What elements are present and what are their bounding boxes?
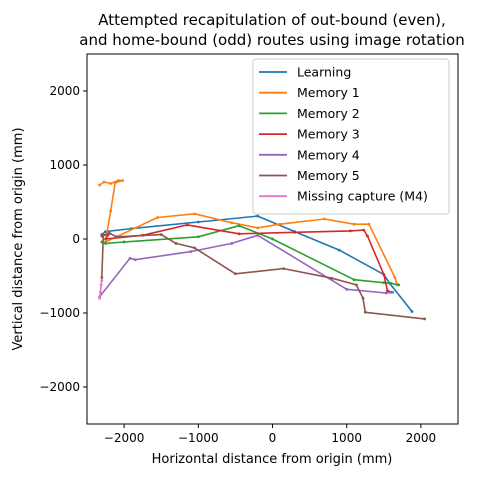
data-point-memory-1 xyxy=(230,221,234,225)
axes-frame xyxy=(86,53,459,425)
data-point-memory-1 xyxy=(156,216,159,219)
data-point-memory-3 xyxy=(382,273,386,276)
data-point-memory-5 xyxy=(101,233,105,237)
data-point-memory-5 xyxy=(193,246,196,250)
data-point-memory-5 xyxy=(330,276,334,280)
data-point-memory-5 xyxy=(100,276,104,279)
data-point-memory-3 xyxy=(104,237,107,241)
x-axis-label: Horizontal distance from origin (mm) xyxy=(152,452,393,467)
data-point-memory-4 xyxy=(230,242,234,245)
data-point-learning xyxy=(256,214,260,218)
data-point-memory-4 xyxy=(256,233,260,237)
x-tick-label: 1000 xyxy=(331,431,362,445)
x-tick-label: 2000 xyxy=(406,431,437,445)
data-point-memory-3 xyxy=(185,223,189,227)
data-point-memory-1 xyxy=(98,183,102,187)
data-point-memory-1 xyxy=(278,222,282,226)
x-tick-label: 0 xyxy=(269,431,277,445)
data-point-memory-2 xyxy=(397,283,401,287)
legend-label-memory-5: Memory 5 xyxy=(297,168,360,183)
data-point-missing-capture-m4 xyxy=(100,279,104,282)
data-lines xyxy=(98,179,427,321)
data-point-memory-2 xyxy=(389,282,393,285)
data-point-memory-2 xyxy=(352,278,356,282)
data-point-memory-4 xyxy=(391,290,395,294)
legend-box xyxy=(252,58,450,215)
data-point-missing-capture-m4 xyxy=(99,283,103,287)
data-point-memory-1 xyxy=(352,222,356,226)
data-point-memory-4 xyxy=(189,250,193,253)
data-point-memory-1 xyxy=(256,226,260,230)
y-tick-label: −1000 xyxy=(39,306,80,320)
y-tick-label: −2000 xyxy=(39,380,80,394)
data-point-memory-1 xyxy=(121,179,125,182)
data-point-memory-5 xyxy=(174,242,178,245)
data-point-memory-2 xyxy=(122,240,126,244)
series-line-learning xyxy=(101,215,413,312)
data-point-memory-1 xyxy=(116,179,120,182)
data-point-memory-2 xyxy=(196,235,200,239)
data-point-memory-3 xyxy=(349,229,352,233)
data-point-memory-5 xyxy=(159,233,163,236)
data-point-learning xyxy=(410,310,414,313)
legend-label-missing-capture-m4: Missing capture (M4) xyxy=(297,189,428,204)
series-line-memory-2 xyxy=(101,224,399,286)
chart-title-line1: Attempted recapitulation of out-bound (e… xyxy=(98,11,445,29)
data-point-memory-4 xyxy=(133,258,137,262)
data-point-memory-3 xyxy=(366,234,369,238)
data-point-memory-3 xyxy=(237,232,241,236)
data-point-memory-3 xyxy=(386,289,389,293)
data-point-memory-4 xyxy=(128,256,132,260)
series-line-missing-capture-m4 xyxy=(98,280,103,299)
data-point-memory-1 xyxy=(323,217,326,221)
data-point-memory-1 xyxy=(109,209,113,213)
data-point-missing-capture-m4 xyxy=(98,290,102,294)
data-point-memory-5 xyxy=(282,267,286,270)
data-point-memory-4 xyxy=(384,291,388,295)
y-tick-label: 0 xyxy=(72,232,80,246)
legend-label-learning: Learning xyxy=(297,65,351,80)
y-tick-label: 1000 xyxy=(49,158,80,172)
data-point-learning xyxy=(196,220,200,224)
data-point-memory-1 xyxy=(113,181,117,185)
data-point-learning xyxy=(337,248,341,252)
data-point-memory-1 xyxy=(109,182,113,185)
data-point-memory-1 xyxy=(367,222,371,226)
legend: Learning Memory 1 Memory 2 Memory 3 Memory 4… xyxy=(252,58,450,215)
x-tick-label: −2000 xyxy=(104,431,145,445)
data-point-memory-5 xyxy=(234,272,237,276)
data-point-memory-5 xyxy=(363,310,367,314)
data-point-memory-5 xyxy=(361,296,365,300)
legend-label-memory-3: Memory 3 xyxy=(297,127,360,142)
data-point-memory-1 xyxy=(102,180,106,184)
data-point-memory-1 xyxy=(193,212,196,216)
data-point-memory-2 xyxy=(237,224,241,228)
data-point-memory-3 xyxy=(293,230,297,234)
data-point-memory-2 xyxy=(382,281,386,285)
data-point-missing-capture-m4 xyxy=(98,296,102,300)
data-point-memory-5 xyxy=(107,231,111,235)
y-tick-label: 2000 xyxy=(49,84,80,98)
legend-label-memory-2: Memory 2 xyxy=(297,106,360,121)
data-point-memory-1 xyxy=(393,276,397,279)
data-point-memory-5 xyxy=(115,235,119,239)
data-point-memory-2 xyxy=(104,242,107,245)
legend-label-memory-4: Memory 4 xyxy=(297,147,360,162)
data-point-memory-3 xyxy=(362,228,366,232)
data-point-memory-4 xyxy=(345,287,349,291)
axis-ticks: −2000 −1000 0 1000 2000 −2000 −1000 0 1000 2000 xyxy=(39,84,436,445)
data-point-memory-5 xyxy=(354,283,358,287)
legend-label-memory-1: Memory 1 xyxy=(297,85,360,100)
chart-title-line2: and home-bound (odd) routes using image … xyxy=(79,31,464,49)
data-point-memory-2 xyxy=(271,237,274,241)
x-tick-label: −1000 xyxy=(178,431,219,445)
data-point-learning xyxy=(104,230,107,234)
y-axis-label: Vertical distance from origin (mm) xyxy=(11,127,26,350)
data-point-memory-5 xyxy=(423,317,427,321)
series-line-memory-5 xyxy=(101,232,425,320)
